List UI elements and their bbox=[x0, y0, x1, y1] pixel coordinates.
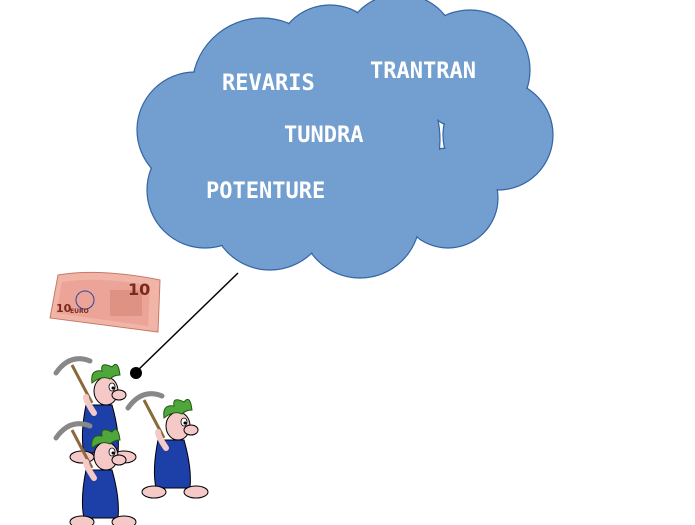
worker-with-pickaxe-icon bbox=[56, 424, 136, 525]
cloud-word-revaris: REVARIS bbox=[222, 71, 315, 96]
connector-line bbox=[135, 272, 239, 373]
banknote-currency-label: EURO bbox=[70, 308, 89, 315]
cloud-word-tundra: TUNDRA bbox=[284, 123, 363, 148]
banknote-denomination-small: 10 bbox=[56, 302, 72, 315]
thought-cloud: REVARIS TRANTRAN TUNDRA POTENTURE bbox=[136, 0, 554, 279]
cloud-word-potenture: POTENTURE bbox=[206, 179, 325, 204]
ten-euro-banknote-icon: 10 10 EURO bbox=[49, 271, 161, 333]
cloud-word-trantran: TRANTRAN bbox=[370, 59, 476, 84]
connector bbox=[130, 272, 239, 379]
banknote-denomination: 10 bbox=[128, 280, 150, 299]
connector-dot bbox=[130, 367, 142, 379]
worker-with-pickaxe-icon bbox=[128, 394, 208, 498]
workers-group bbox=[56, 359, 208, 525]
